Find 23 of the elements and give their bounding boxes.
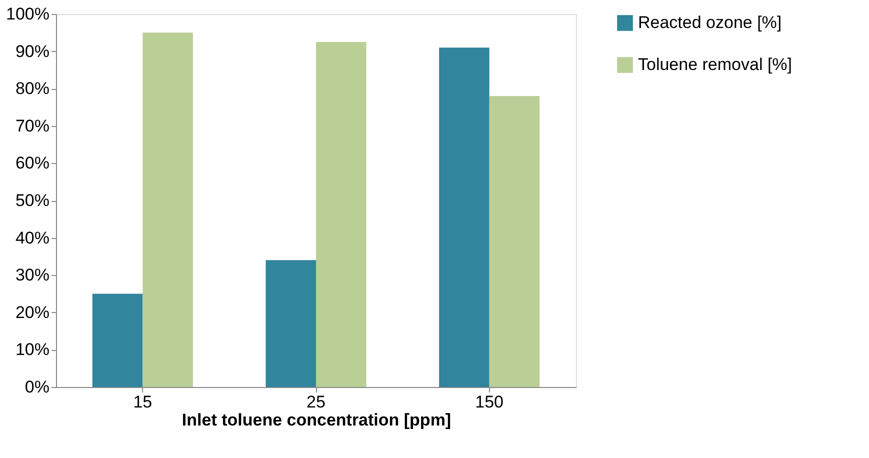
y-tick-label: 80%	[15, 79, 50, 98]
bar	[316, 42, 366, 387]
y-tick-label: 100%	[6, 4, 50, 24]
x-axis-title: Inlet toluene concentration [ppm]	[182, 410, 452, 430]
x-tick-label: 25	[306, 392, 326, 412]
x-tick-label: 150	[475, 392, 504, 412]
bar	[142, 32, 193, 387]
bar	[439, 48, 490, 387]
y-tick-label: 20%	[15, 302, 50, 322]
y-tick-label: 10%	[15, 340, 50, 360]
y-tick-label: 0%	[24, 378, 50, 396]
y-tick-label: 30%	[15, 266, 50, 285]
y-tick-label: 90%	[15, 42, 50, 61]
bar	[489, 96, 540, 387]
x-tick-label: 15	[133, 392, 152, 412]
bar	[92, 294, 143, 387]
legend-label: Reacted ozone [%]	[638, 13, 782, 32]
bar	[266, 260, 316, 387]
y-tick-label: 50%	[15, 191, 50, 210]
legend-label: Toluene removal [%]	[638, 55, 792, 74]
y-tick-label: 60%	[15, 154, 50, 173]
y-tick-label: 70%	[15, 116, 50, 136]
y-tick-label: 40%	[15, 228, 50, 248]
